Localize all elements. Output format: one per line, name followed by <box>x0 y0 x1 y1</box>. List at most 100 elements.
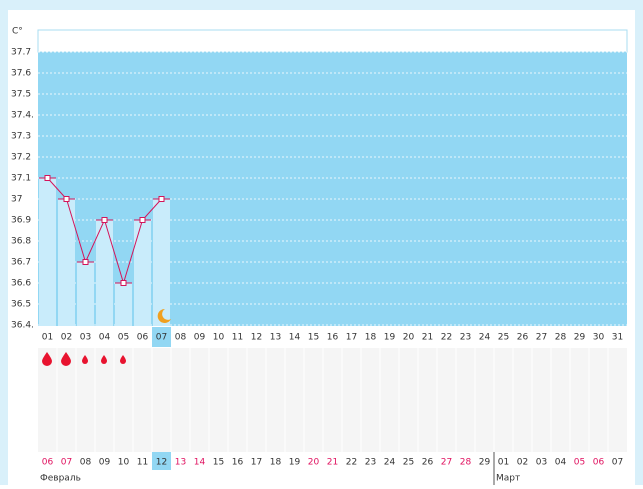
y-tick-label: 36.4. <box>11 321 34 331</box>
drop <box>82 355 88 364</box>
day-label: 22 <box>441 333 452 343</box>
day-label: 11 <box>232 333 243 343</box>
date-label: 18 <box>270 458 282 468</box>
y-tick-label: 37.2 <box>11 153 31 163</box>
drop <box>101 355 107 364</box>
date-label: 12 <box>156 458 167 468</box>
y-tick-label: 37.3 <box>11 132 31 142</box>
date-label: 08 <box>80 458 92 468</box>
day-label: 17 <box>346 333 357 343</box>
day-label: 05 <box>118 333 129 343</box>
date-label: 24 <box>384 458 396 468</box>
date-label: 14 <box>194 458 206 468</box>
date-label: 27 <box>441 458 452 468</box>
day-label: 23 <box>460 333 471 343</box>
bar <box>153 199 170 326</box>
date-label: 16 <box>232 458 244 468</box>
point <box>44 175 51 181</box>
day-label: 04 <box>99 333 111 343</box>
date-label: 06 <box>42 458 54 468</box>
drop <box>42 352 52 366</box>
day-label: 20 <box>403 333 415 343</box>
y-tick-label: 37 <box>11 195 22 205</box>
drop <box>61 352 71 366</box>
day-label: 25 <box>498 333 509 343</box>
y-tick-label: 36.8 <box>11 237 31 247</box>
day-label: 29 <box>574 333 586 343</box>
date-label: 06 <box>593 458 605 468</box>
point <box>139 217 146 223</box>
month-label: Март <box>496 474 520 484</box>
date-label: 05 <box>574 458 585 468</box>
date-label: 01 <box>498 458 509 468</box>
bar <box>115 283 132 326</box>
day-label: 31 <box>612 333 623 343</box>
day-label: 19 <box>384 333 396 343</box>
y-tick-label: 36.6 <box>11 279 31 289</box>
date-label: 13 <box>175 458 186 468</box>
y-tick-label: 36.9 <box>11 216 31 226</box>
bar <box>77 262 94 326</box>
bar <box>39 178 56 326</box>
y-tick-label: 37.1 <box>11 174 31 184</box>
date-label: 28 <box>460 458 472 468</box>
drop <box>120 355 126 364</box>
day-label: 07 <box>156 333 167 343</box>
date-label: 23 <box>365 458 376 468</box>
day-label: 26 <box>517 333 529 343</box>
y-axis-label: C° <box>12 27 23 37</box>
day-label: 03 <box>80 333 91 343</box>
date-label: 21 <box>327 458 338 468</box>
point <box>82 259 89 265</box>
date-label: 11 <box>137 458 148 468</box>
day-label: 10 <box>213 333 225 343</box>
notes-area <box>38 348 627 452</box>
month-label: Февраль <box>40 474 81 484</box>
date-label: 25 <box>403 458 414 468</box>
point <box>101 217 108 223</box>
day-label: 08 <box>175 333 187 343</box>
y-tick-label: 37.6 <box>11 69 31 79</box>
bar <box>96 220 113 326</box>
date-label: 29 <box>479 458 491 468</box>
y-tick-label: 36.7 <box>11 258 31 268</box>
date-label: 20 <box>308 458 320 468</box>
drops <box>42 352 126 366</box>
date-label: 07 <box>612 458 623 468</box>
day-label: 21 <box>422 333 433 343</box>
day-label: 12 <box>251 333 262 343</box>
date-label: 07 <box>61 458 72 468</box>
day-label: 02 <box>61 333 72 343</box>
y-tick-label: 36.5 <box>11 300 31 310</box>
day-label: 01 <box>42 333 53 343</box>
date-label: 10 <box>118 458 130 468</box>
day-label: 30 <box>593 333 605 343</box>
day-label: 15 <box>308 333 319 343</box>
top-band <box>37 29 628 53</box>
y-tick-label: 37.4. <box>11 111 34 121</box>
date-label: 19 <box>289 458 301 468</box>
today-date-highlight <box>152 452 171 470</box>
point <box>63 196 70 202</box>
date-label: 09 <box>99 458 111 468</box>
y-tick-label: 37.5 <box>11 90 31 100</box>
date-label: 15 <box>213 458 224 468</box>
point <box>120 280 127 286</box>
bar <box>134 220 151 326</box>
date-label: 17 <box>251 458 262 468</box>
day-label: 06 <box>137 333 149 343</box>
y-tick-label: 37.7 <box>11 48 31 58</box>
day-label: 16 <box>327 333 339 343</box>
day-label: 24 <box>479 333 491 343</box>
date-label: 02 <box>517 458 528 468</box>
moon-icon <box>157 308 171 323</box>
day-label: 09 <box>194 333 206 343</box>
today-highlight <box>152 327 171 347</box>
date-label: 03 <box>536 458 547 468</box>
bar <box>58 199 75 326</box>
day-label: 27 <box>536 333 547 343</box>
day-label: 14 <box>289 333 301 343</box>
date-label: 22 <box>346 458 357 468</box>
day-label: 18 <box>365 333 377 343</box>
